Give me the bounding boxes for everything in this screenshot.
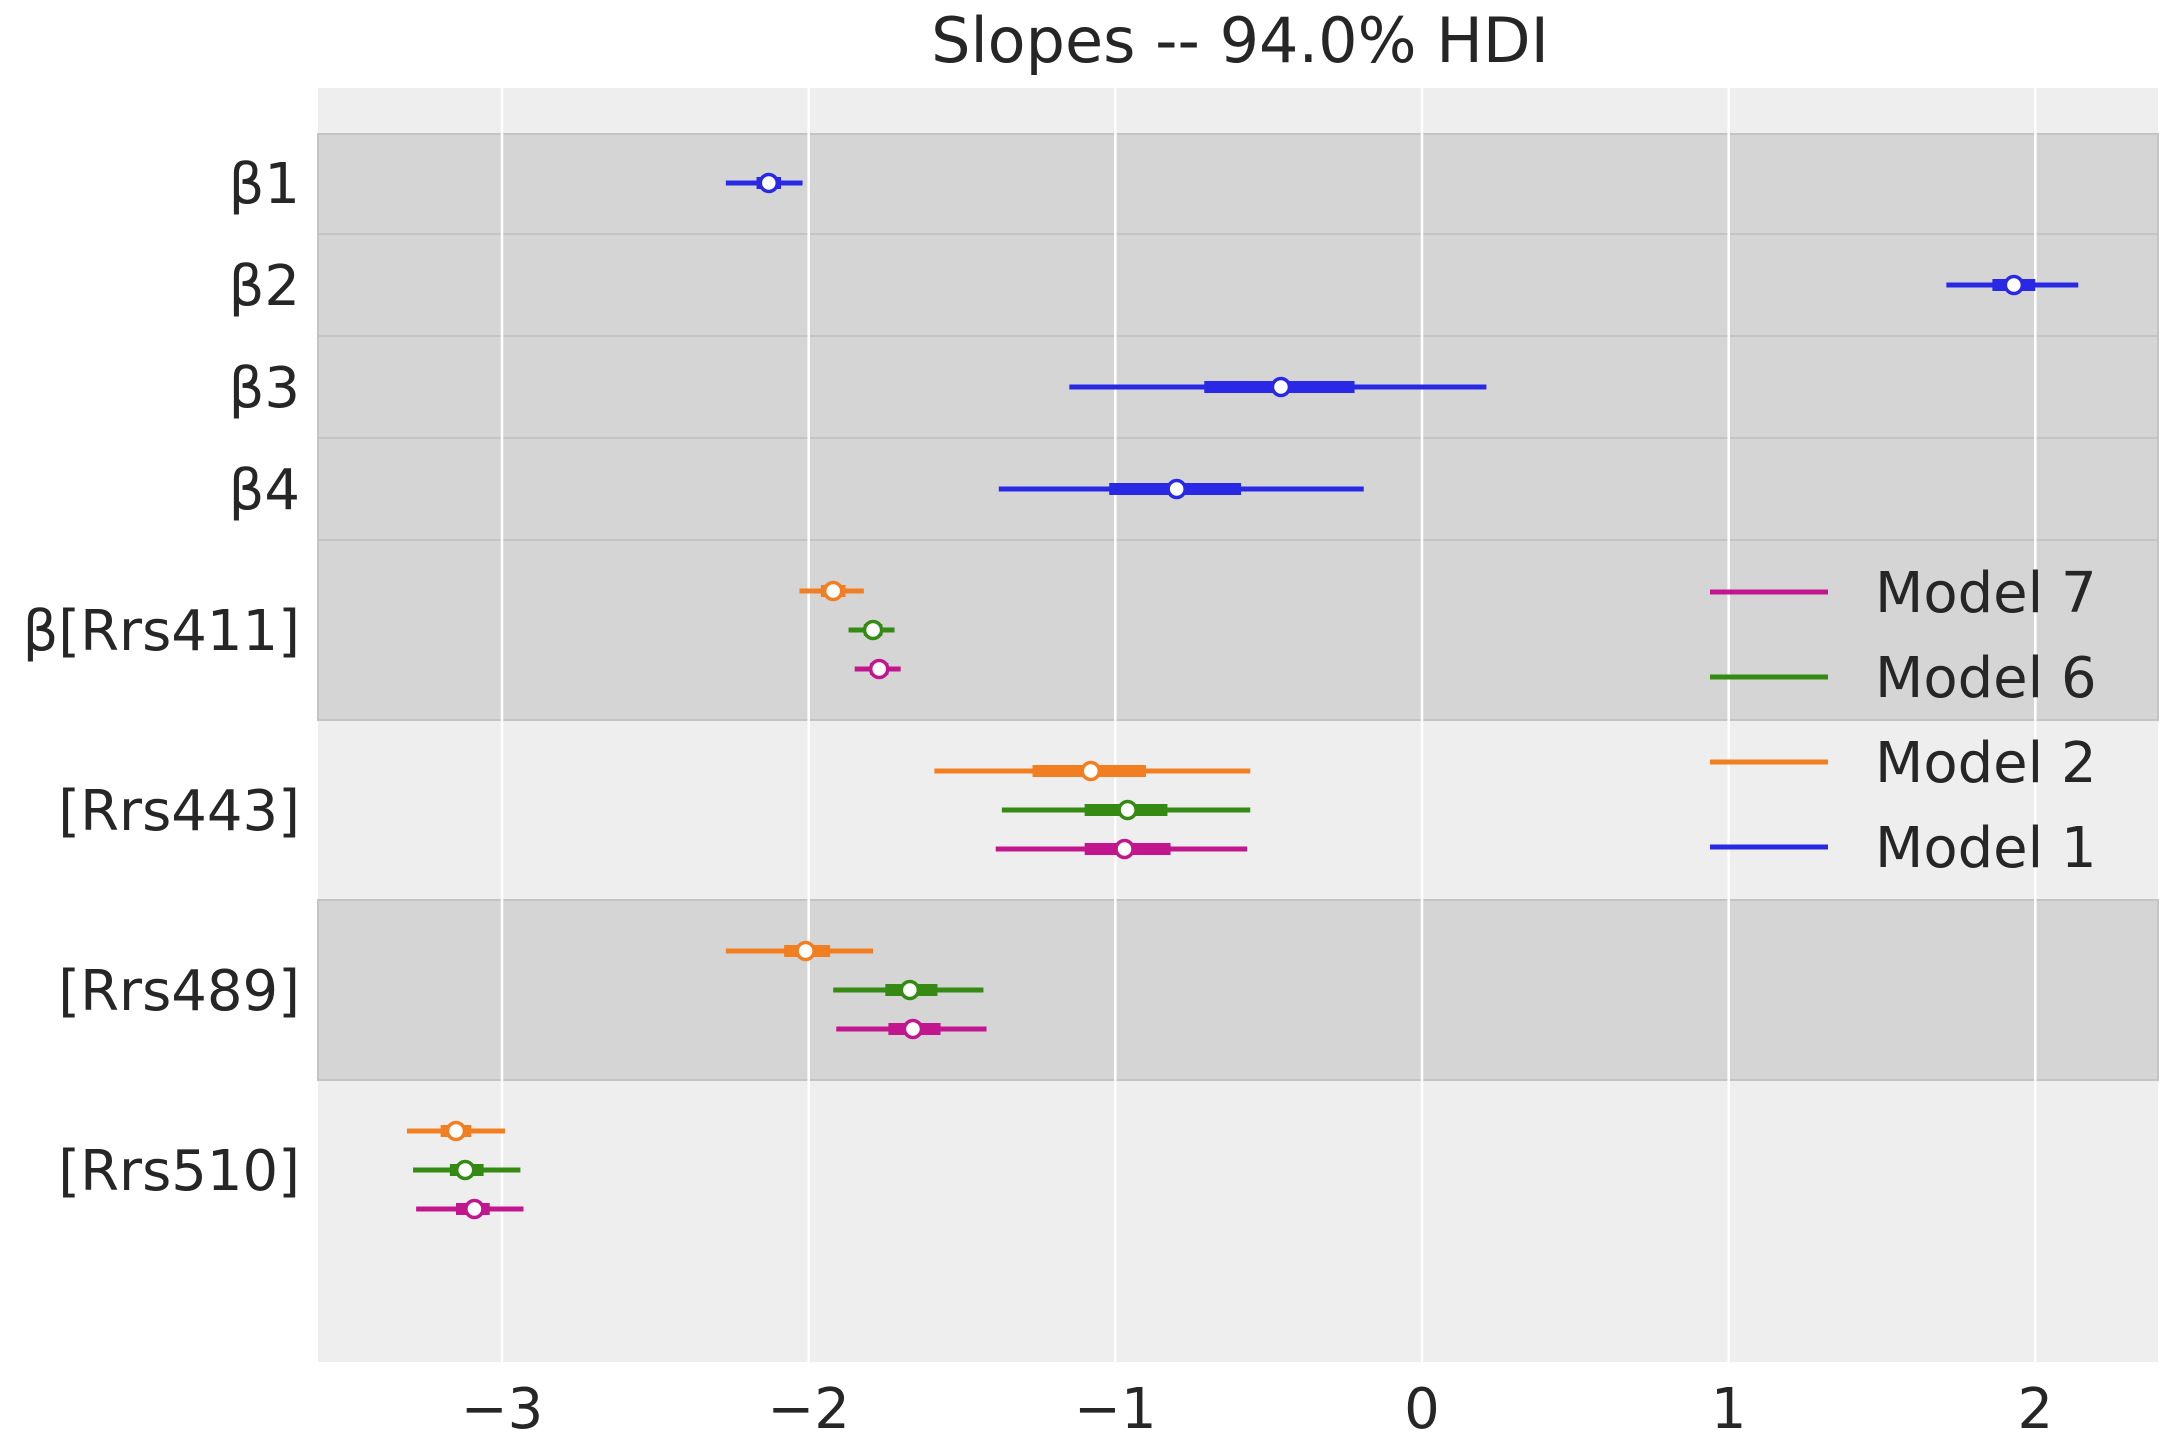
legend-item: Model 7 bbox=[1710, 561, 2097, 626]
y-tick-label: [Rrs489] bbox=[58, 959, 300, 1024]
band-shade bbox=[317, 539, 2159, 721]
legend-label: Model 1 bbox=[1875, 816, 2097, 881]
legend-label: Model 6 bbox=[1875, 646, 2097, 711]
mean-point bbox=[1166, 478, 1187, 500]
mean-point bbox=[445, 1120, 467, 1142]
band-shade bbox=[317, 899, 2159, 1081]
mean-point bbox=[822, 580, 844, 602]
mean-point bbox=[795, 940, 816, 962]
interval-model-7 bbox=[995, 838, 1248, 860]
interval-model-6 bbox=[833, 979, 984, 1001]
interval-model-2 bbox=[725, 940, 874, 962]
mean-point bbox=[1114, 838, 1135, 860]
legend-item: Model 6 bbox=[1710, 646, 2097, 711]
mean-point bbox=[868, 658, 890, 680]
x-tick-label: −1 bbox=[1074, 1377, 1157, 1440]
interval-model-6 bbox=[1001, 799, 1251, 821]
interval-model-2 bbox=[799, 580, 864, 602]
x-tick-label: 0 bbox=[1404, 1377, 1440, 1440]
y-tick-label: [Rrs510] bbox=[58, 1139, 300, 1204]
mean-point bbox=[902, 1018, 924, 1040]
interval-model-7 bbox=[854, 658, 901, 680]
y-tick-label: β1 bbox=[229, 152, 300, 217]
mean-point bbox=[454, 1159, 476, 1181]
x-tick-label: 1 bbox=[1711, 1377, 1747, 1440]
y-tick-label: β3 bbox=[229, 356, 300, 421]
y-tick-label: β4 bbox=[229, 458, 300, 523]
mean-point bbox=[2003, 274, 2025, 296]
band-shade bbox=[317, 233, 2159, 337]
legend-item: Model 2 bbox=[1710, 731, 2097, 796]
x-tick-label: 2 bbox=[2018, 1377, 2054, 1440]
band-shade bbox=[317, 133, 2159, 235]
mean-point bbox=[464, 1198, 485, 1220]
interval-model-1 bbox=[998, 478, 1364, 500]
interval-model-7 bbox=[416, 1198, 524, 1220]
interval-model-7 bbox=[836, 1018, 987, 1040]
interval-model-1 bbox=[1946, 274, 2079, 296]
legend: Model 7 Model 6 Model 2 Model 1 bbox=[1710, 561, 2097, 881]
interval-model-6 bbox=[413, 1159, 521, 1181]
y-tick-label: β[Rrs411] bbox=[23, 599, 300, 664]
x-tick-label: −3 bbox=[461, 1377, 544, 1440]
legend-label: Model 7 bbox=[1875, 561, 2097, 626]
legend-label: Model 2 bbox=[1875, 731, 2097, 796]
legend-item: Model 1 bbox=[1710, 816, 2097, 881]
chart-title: Slopes -- 94.0% HDI bbox=[931, 4, 1549, 77]
mean-point bbox=[862, 619, 884, 641]
mean-point bbox=[758, 172, 780, 194]
interval-model-2 bbox=[934, 760, 1251, 782]
y-tick-label: [Rrs443] bbox=[58, 779, 300, 844]
y-tick-label: β2 bbox=[229, 254, 300, 319]
interval-model-1 bbox=[1069, 376, 1487, 398]
mean-point bbox=[1270, 376, 1292, 398]
mean-point bbox=[1080, 760, 1102, 782]
mean-point bbox=[899, 979, 921, 1001]
interval-model-6 bbox=[848, 619, 895, 641]
x-tick-label: −2 bbox=[767, 1377, 850, 1440]
mean-point bbox=[1117, 799, 1138, 821]
interval-model-1 bbox=[725, 172, 803, 194]
interval-model-2 bbox=[406, 1120, 506, 1142]
